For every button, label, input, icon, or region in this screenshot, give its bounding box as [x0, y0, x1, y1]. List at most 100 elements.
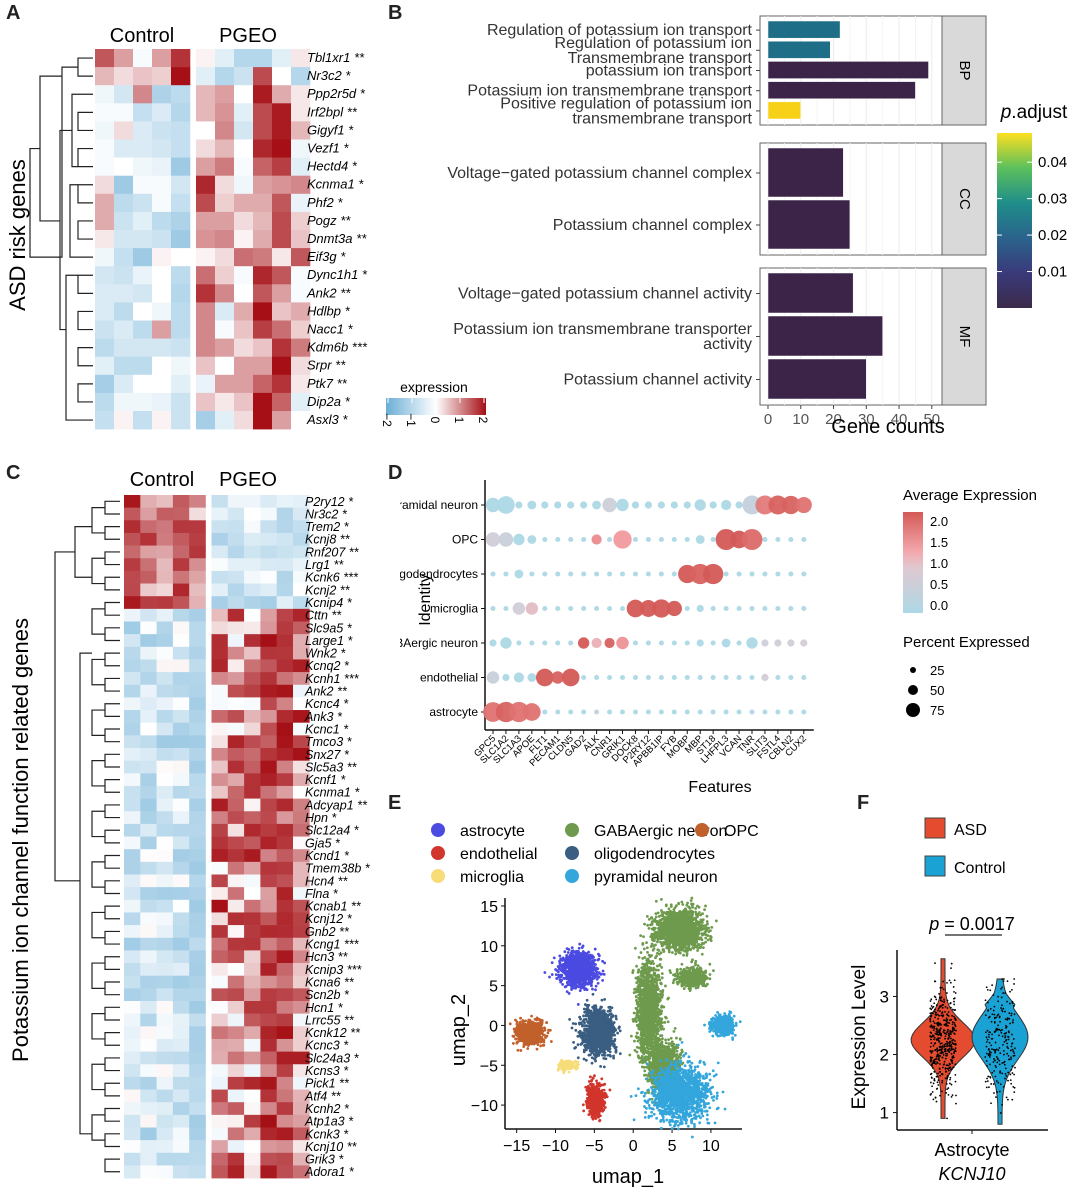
heatmap-row-label: Rnf207 **	[305, 545, 360, 559]
heatmap-cell	[156, 760, 174, 774]
heatmap-cell	[215, 302, 235, 321]
heatmap-cell	[95, 121, 115, 140]
heatmap-cell	[276, 558, 294, 572]
heatmap-cell	[140, 583, 157, 597]
heatmap-cell	[156, 583, 174, 597]
umap-point	[558, 961, 562, 965]
heatmap-cell	[114, 320, 134, 339]
heatmap-cell	[260, 975, 277, 989]
umap-point	[566, 951, 570, 954]
dotplot-dot	[697, 674, 703, 681]
dotplot-dot	[645, 674, 651, 681]
heatmap-cell	[276, 937, 294, 951]
heatmap-cell	[244, 925, 261, 939]
umap-point	[578, 1022, 581, 1026]
heatmap-cell	[227, 558, 245, 572]
umap-point	[547, 1029, 551, 1032]
umap-point	[574, 1022, 578, 1026]
umap-point	[589, 1094, 593, 1098]
heatmap-cell	[293, 760, 310, 774]
heatmap-cell	[293, 684, 310, 698]
heatmap-row-label: Pick1 **	[305, 1077, 350, 1091]
heatmap-cell	[227, 1152, 245, 1166]
heatmap-cell	[211, 646, 229, 660]
heatmap-cell	[227, 1064, 245, 1078]
heatmap-cell	[156, 887, 174, 901]
umap-legend-label: oligodendrocytes	[594, 846, 715, 863]
heatmap-cell	[124, 1051, 141, 1065]
heatmap-cell	[293, 963, 310, 976]
heatmap-cell	[211, 634, 229, 648]
go-bar	[767, 81, 916, 100]
dotplot-dot	[591, 534, 602, 545]
heatmap-cell	[114, 392, 134, 412]
dotplot-dot	[762, 571, 768, 577]
heatmap-cell	[140, 874, 157, 888]
heatmap-cell	[211, 899, 229, 913]
umap-point	[586, 959, 590, 963]
umap-point	[601, 1053, 604, 1057]
heatmap-cell	[276, 861, 294, 875]
umap-point	[606, 1015, 610, 1018]
heatmap-cell	[260, 1127, 277, 1141]
heatmap-cell	[211, 1127, 229, 1141]
heatmap-cell	[95, 85, 115, 104]
heatmap-cell	[95, 284, 115, 303]
heatmap-cell	[156, 1051, 174, 1065]
umap-point	[574, 982, 577, 986]
heatmap-cell	[124, 773, 141, 787]
heatmap-cell	[293, 608, 310, 622]
heatmap-cell	[276, 760, 294, 774]
heatmap-cell	[171, 157, 191, 176]
umap-point	[585, 1004, 588, 1007]
heatmap-cell	[276, 950, 294, 964]
umap-point	[518, 1029, 522, 1033]
heatmap-cell	[140, 950, 157, 964]
umap-point	[535, 1027, 538, 1031]
heatmap-cell	[156, 1089, 174, 1103]
heatmap-cell	[156, 1165, 174, 1179]
dotplot-dot	[768, 495, 788, 515]
heatmap-cell	[172, 963, 190, 976]
heatmap-cell	[244, 1089, 261, 1103]
heatmap-cell	[140, 1051, 157, 1065]
heatmap-cell	[189, 912, 206, 926]
heatmap-cell	[260, 722, 277, 736]
heatmap-cell	[253, 392, 273, 412]
heatmap-cell	[293, 1089, 310, 1103]
heatmap-cell	[211, 937, 229, 951]
heatmap-cell	[276, 811, 294, 825]
heatmap-cell	[124, 937, 141, 951]
heatmap-cell	[276, 849, 294, 863]
heatmap-cell	[244, 975, 261, 989]
umap-point	[584, 1039, 587, 1042]
umap-point	[534, 1022, 538, 1025]
umap-point	[585, 1013, 589, 1017]
heatmap-cell	[196, 374, 216, 394]
heatmap-cell	[272, 121, 292, 140]
size-legend-dot	[908, 685, 918, 695]
heatmap-cell	[133, 211, 153, 231]
heatmap-cell	[253, 67, 273, 86]
umap-point	[562, 1067, 566, 1071]
dendrogram-branch	[104, 1133, 120, 1148]
umap-point	[566, 971, 570, 974]
umap-point	[581, 1103, 585, 1107]
heatmap-cell	[124, 570, 141, 584]
dotplot-dot	[594, 674, 600, 681]
heatmap-cell	[260, 1038, 277, 1052]
umap-point	[613, 1038, 617, 1041]
heatmap-cell	[211, 532, 229, 546]
heatmap-cell	[171, 284, 191, 303]
heatmap-cell	[227, 710, 245, 723]
heatmap-cell	[172, 570, 190, 584]
heatmap-row-label: Nr3c2 *	[307, 68, 351, 83]
umap-point	[514, 1037, 518, 1041]
heatmap-row-label: Grik3 *	[305, 1153, 344, 1167]
heatmap-cell	[189, 558, 206, 572]
umap-point	[601, 959, 605, 963]
dotplot-dot	[500, 637, 512, 649]
dotplot-dot	[710, 709, 716, 715]
heatmap-cell	[114, 266, 134, 285]
umap-legend-label: pyramidal neuron	[594, 869, 718, 886]
